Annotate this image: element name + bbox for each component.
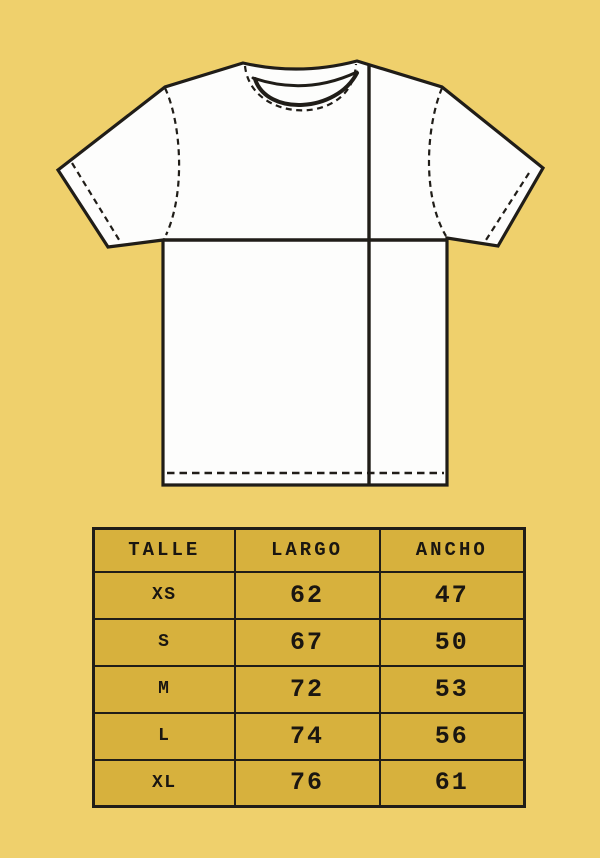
header-row: TALLE LARGO ANCHO — [92, 527, 526, 573]
ancho-value: 61 — [378, 758, 526, 808]
collar-stitch-seam — [243, 63, 358, 112]
table-row-xs: XS 62 47 — [92, 570, 526, 620]
table-row-xl: XL 76 61 — [92, 758, 526, 808]
col-header-talle: TALLE — [92, 527, 236, 573]
ancho-value: 50 — [378, 617, 526, 667]
col-header-largo: LARGO — [233, 527, 381, 573]
table-row-l: L 74 56 — [92, 711, 526, 761]
right-armhole-seam — [427, 87, 447, 237]
col-header-ancho: ANCHO — [378, 527, 526, 573]
size-label: L — [92, 711, 236, 761]
collar-band-line — [251, 70, 359, 88]
shirt-outline — [55, 59, 546, 487]
size-label: S — [92, 617, 236, 667]
size-label: M — [92, 664, 236, 714]
ancho-value: 56 — [378, 711, 526, 761]
largo-value: 62 — [233, 570, 381, 620]
largo-value: 74 — [233, 711, 381, 761]
tshirt-diagram — [55, 59, 546, 487]
left-cuff-hem-seam — [71, 162, 122, 244]
largo-value: 72 — [233, 664, 381, 714]
left-armhole-seam — [164, 87, 181, 236]
right-cuff-hem-seam — [485, 172, 530, 241]
largo-value: 76 — [233, 758, 381, 808]
size-chart-table: TALLE LARGO ANCHO XS 62 47 S 67 50 M 72 … — [92, 527, 526, 808]
size-label: XS — [92, 570, 236, 620]
ancho-value: 47 — [378, 570, 526, 620]
largo-value: 67 — [233, 617, 381, 667]
size-label: XL — [92, 758, 236, 808]
ancho-value: 53 — [378, 664, 526, 714]
table-row-m: M 72 53 — [92, 664, 526, 714]
collar-front-curve — [253, 71, 359, 107]
table-row-s: S 67 50 — [92, 617, 526, 667]
